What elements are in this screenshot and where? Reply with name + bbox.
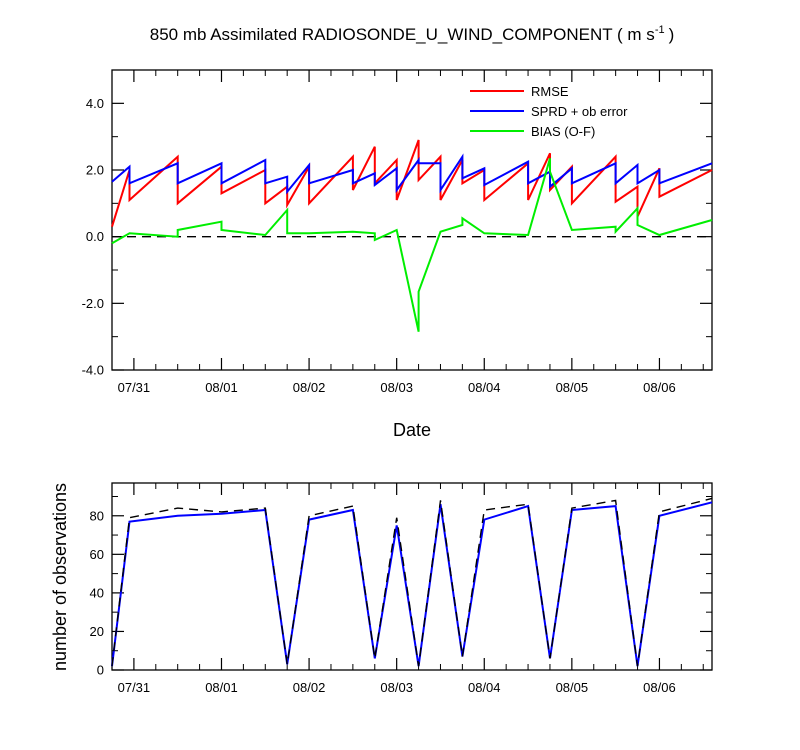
wind-component-panel: 07/31 08/01 08/02 08/03 08/04 08/05 08/06 -4.0 -… bbox=[82, 69, 713, 395]
wind-x-tick-label: 07/31 bbox=[118, 380, 151, 395]
wind-x-tick-label: 08/02 bbox=[293, 380, 326, 395]
obs-y-tick-label: 20 bbox=[90, 624, 104, 639]
legend-label-bias-o-f: BIAS (O-F) bbox=[531, 124, 595, 139]
wind-x-tick-label: 08/03 bbox=[380, 380, 413, 395]
wind-x-tick-label: 08/04 bbox=[468, 380, 501, 395]
obs-x-tick-label: 08/02 bbox=[293, 680, 326, 695]
series-line-bias-o-f bbox=[111, 158, 713, 332]
legend-label-rmse: RMSE bbox=[531, 84, 569, 99]
observations-panel: 07/31 08/01 08/02 08/03 08/04 08/05 08/06 0 20 40… bbox=[90, 482, 713, 695]
wind-y-tick-label: 4.0 bbox=[86, 96, 104, 111]
obs-plot-frame bbox=[111, 482, 713, 671]
x-axis-title: Date bbox=[393, 420, 431, 440]
chart-title-close: ) bbox=[669, 25, 675, 44]
obs-y-tick-label: 40 bbox=[90, 585, 104, 600]
legend-label-sprd-ob-error: SPRD + ob error bbox=[531, 104, 628, 119]
obs-x-tick-label: 08/03 bbox=[380, 680, 413, 695]
obs-x-tick-label: 08/05 bbox=[556, 680, 589, 695]
series-line-observations-assimilated bbox=[111, 501, 713, 667]
obs-x-tick-label: 08/06 bbox=[643, 680, 676, 695]
obs-x-tick-label: 08/04 bbox=[468, 680, 501, 695]
wind-y-tick-label: -4.0 bbox=[82, 363, 104, 378]
series-line-rmse bbox=[111, 139, 713, 227]
wind-x-tick-label: 08/06 bbox=[643, 380, 676, 395]
wind-legend: RMSE SPRD + ob error BIAS (O-F) bbox=[470, 84, 628, 139]
obs-y-tick-label: 0 bbox=[97, 663, 104, 678]
wind-y-tick-label: 0.0 bbox=[86, 229, 104, 244]
wind-y-tick-label: -2.0 bbox=[82, 296, 104, 311]
wind-x-tick-label: 08/05 bbox=[556, 380, 589, 395]
wind-y-tick-label: 2.0 bbox=[86, 163, 104, 178]
wind-x-tick-label: 08/01 bbox=[205, 380, 238, 395]
y-axis-title-observations: number of observations bbox=[50, 483, 70, 671]
series-line-observations-possible bbox=[111, 497, 713, 667]
chart-title-exponent: -1 bbox=[655, 24, 665, 36]
chart-title: 850 mb Assimilated RADIOSONDE_U_WIND_COM… bbox=[150, 24, 675, 44]
obs-x-tick-label: 07/31 bbox=[118, 680, 151, 695]
series-line-sprd-ob-error bbox=[111, 153, 713, 195]
obs-y-tick-label: 60 bbox=[90, 547, 104, 562]
obs-x-tick-label: 08/01 bbox=[205, 680, 238, 695]
obs-y-tick-label: 80 bbox=[90, 508, 104, 523]
